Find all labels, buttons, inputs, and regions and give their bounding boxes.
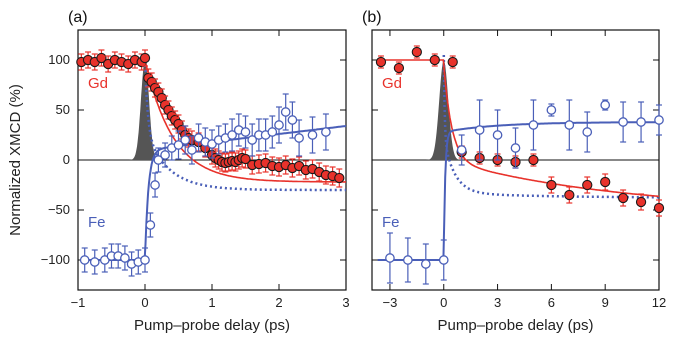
fe-point — [600, 100, 611, 110]
y-tick-label: 50 — [56, 102, 70, 117]
fe-point — [582, 127, 593, 137]
gd-point — [635, 196, 647, 208]
gd-point — [139, 52, 151, 64]
gd-point — [447, 56, 458, 68]
fe-dotted-curve — [143, 59, 346, 192]
fe-point — [79, 255, 90, 265]
fe-point — [89, 257, 100, 267]
x-tick-label: 1 — [208, 295, 215, 310]
gd-point — [429, 54, 440, 66]
pump-pulse — [425, 60, 462, 160]
x-tick-label: 0 — [141, 295, 148, 310]
fe-point — [150, 180, 160, 190]
gd-point — [96, 52, 107, 64]
gd-series-label: Gd — [88, 75, 108, 92]
fe-dotted-curve — [442, 54, 659, 199]
fe-point — [654, 115, 664, 125]
y-axis-title: Normalized XMCD (%) — [7, 84, 24, 236]
gd-point — [375, 56, 387, 68]
fe-point — [280, 107, 291, 117]
fe-point — [267, 127, 278, 137]
x-tick-label: 9 — [602, 295, 609, 310]
fe-point — [420, 259, 431, 269]
gd-series-label: Gd — [382, 75, 402, 92]
panel-b: −3 0 3 6 9 12 Pump–probe delay (ps) (b) Gd Fe — [362, 9, 666, 334]
fe-point — [636, 117, 646, 127]
x-tick-label: 2 — [275, 295, 282, 310]
fe-point — [287, 115, 298, 125]
panel-label: (a) — [68, 9, 88, 26]
y-tick-label: 100 — [48, 52, 70, 67]
x-tick-label: 12 — [652, 295, 666, 310]
x-tick-label: 0 — [440, 295, 447, 310]
x-tick-label: −3 — [383, 295, 398, 310]
pump-pulse — [128, 60, 162, 160]
fe-point — [510, 143, 521, 153]
gd-point — [617, 192, 629, 204]
gd-point — [334, 172, 345, 184]
gd-point — [546, 179, 557, 191]
panel-label: (b) — [362, 9, 382, 26]
fe-point — [528, 120, 539, 130]
y-tick-label: −50 — [48, 202, 70, 217]
fe-point — [307, 130, 318, 140]
fe-point — [120, 253, 130, 263]
fe-point — [140, 255, 150, 265]
x-tick-label: 3 — [494, 295, 501, 310]
gd-point — [411, 46, 422, 58]
gd-point — [240, 153, 251, 165]
gd-point — [653, 202, 665, 214]
fe-point — [187, 145, 197, 155]
panel-a: −1 0 1 2 3 −100 −50 0 50 100 Pump–probe delay (ps)… — [41, 9, 350, 334]
fe-point — [240, 127, 251, 137]
x-axis-title: Pump–probe delay (ps) — [438, 317, 594, 334]
fe-point — [227, 130, 237, 140]
fe-point — [145, 220, 156, 230]
fe-point — [385, 253, 395, 263]
fe-point — [564, 120, 575, 130]
fe-series-label: Fe — [88, 214, 106, 231]
gd-point — [393, 62, 405, 74]
x-tick-label: 6 — [548, 295, 555, 310]
y-tick-label: 0 — [63, 152, 70, 167]
fe-point — [321, 127, 331, 137]
fe-point — [294, 133, 304, 143]
gd-fit-curve — [377, 59, 659, 198]
y-tick-label: −100 — [41, 252, 70, 267]
fe-point — [492, 130, 503, 140]
gd-point — [564, 189, 575, 201]
fe-point — [160, 150, 170, 160]
fe-point — [274, 120, 284, 130]
fe-point — [474, 125, 485, 135]
fe-series-label: Fe — [382, 214, 400, 231]
fe-fit-curve — [377, 121, 659, 261]
fe-point — [180, 135, 191, 145]
fe-point — [546, 105, 557, 115]
gd-point — [582, 179, 593, 191]
fe-point — [173, 140, 184, 150]
gd-point — [600, 176, 611, 188]
fe-point — [403, 255, 413, 265]
x-tick-label: 3 — [342, 295, 349, 310]
gd-point — [528, 154, 539, 166]
fe-point — [456, 145, 467, 155]
x-axis-title: Pump–probe delay (ps) — [134, 317, 290, 334]
fe-point — [153, 155, 164, 165]
fe-point — [247, 135, 258, 145]
x-tick-label: −1 — [71, 295, 86, 310]
fe-point — [618, 117, 628, 127]
fe-point — [438, 255, 449, 265]
